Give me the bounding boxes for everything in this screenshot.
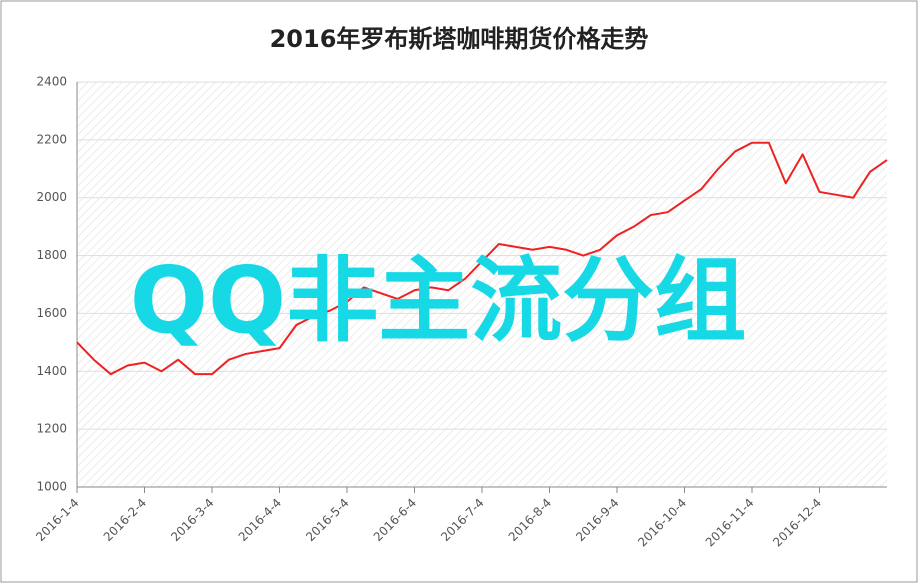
y-tick-label: 1200 <box>36 422 67 436</box>
y-tick-label: 1400 <box>36 364 67 378</box>
y-tick-label: 1800 <box>36 248 67 262</box>
plot-area <box>77 82 887 487</box>
chart-title: 2016年罗布斯塔咖啡期货价格走势 <box>270 25 649 53</box>
y-tick-label: 1600 <box>36 306 67 320</box>
y-tick-label: 2400 <box>36 75 67 89</box>
watermark: QQ非主流分组 <box>130 247 746 354</box>
line <box>76 141 888 376</box>
y-tick-label: 2200 <box>36 132 67 146</box>
y-tick-label: 2000 <box>36 190 67 204</box>
y-tick-label: 1000 <box>36 480 67 494</box>
